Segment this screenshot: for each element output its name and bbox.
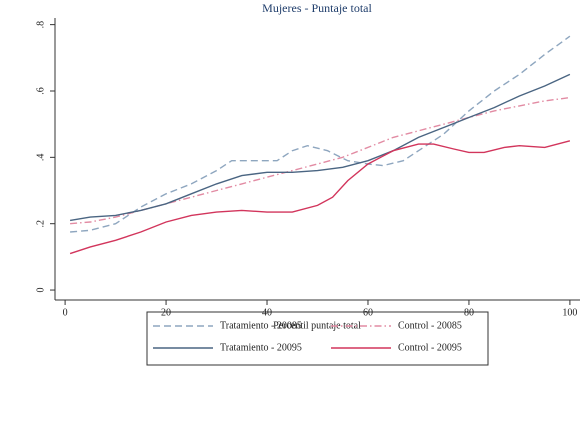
x-tick-label: 100: [562, 307, 577, 318]
y-tick-label: .2: [35, 220, 46, 228]
x-axis-label: Percentil puntaje total: [273, 320, 361, 331]
y-tick-label: .4: [35, 154, 46, 162]
chart-title: Mujeres - Puntaje total: [262, 1, 372, 15]
legend-label: Tratamiento - 20085: [220, 320, 302, 331]
y-tick-label: 0: [35, 288, 46, 293]
x-tick-label: 60: [363, 307, 373, 318]
series-line: [69, 140, 571, 255]
legend-label: Control - 20095: [398, 342, 462, 353]
x-tick-label: 20: [161, 307, 171, 318]
x-tick-label: 40: [262, 307, 272, 318]
y-tick-label: .8: [35, 21, 46, 29]
legend-box: [146, 311, 489, 366]
legend-label: Control - 20085: [398, 320, 462, 331]
legend-label: Tratamiento - 20095: [220, 342, 302, 353]
series-line: [70, 96, 570, 225]
x-tick-label: 80: [464, 307, 474, 318]
y-tick-label: .6: [35, 87, 46, 95]
x-tick-label: 0: [63, 307, 68, 318]
series-line: [69, 73, 571, 222]
series-line: [70, 35, 571, 233]
